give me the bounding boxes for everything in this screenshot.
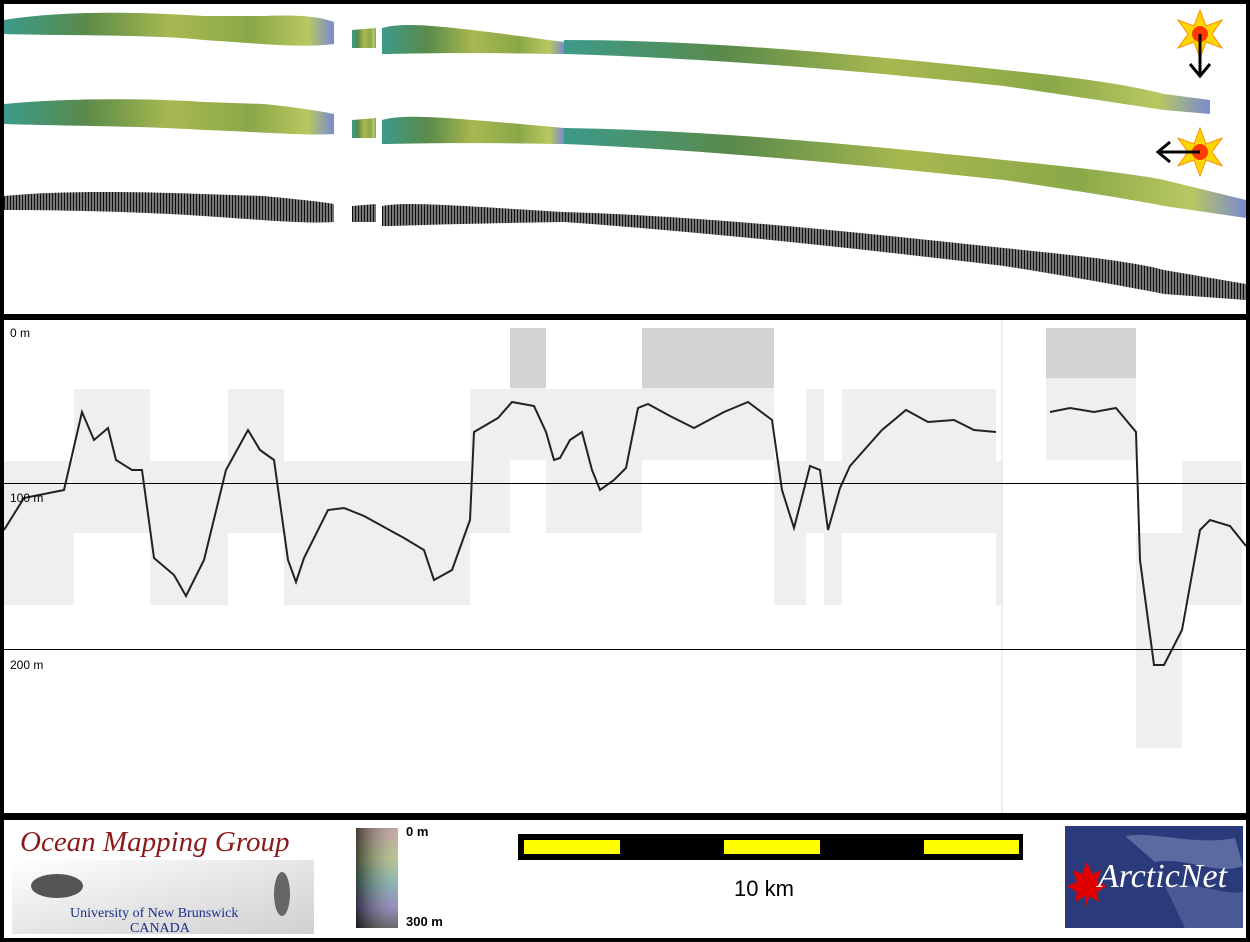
arcticnet-logo <box>1065 826 1243 928</box>
swath-strip-2 <box>4 99 1246 218</box>
omg-subtitle-university: University of New Brunswick <box>70 906 239 921</box>
arcticnet-logo-image <box>1065 826 1243 928</box>
depth-gridline-200 <box>4 649 1246 650</box>
scale-bar-segment <box>724 840 820 854</box>
arcticnet-logo-text: ArcticNet <box>1098 858 1228 895</box>
depth-gridline-100 <box>4 483 1246 484</box>
footer-panel: Ocean Mapping Group University of New Br… <box>4 820 1246 938</box>
swath-strip-1 <box>4 12 1210 114</box>
maple-leaf-icon <box>1067 862 1107 908</box>
profile-window-blocks <box>4 328 1242 748</box>
swath-strips-svg <box>4 8 1246 300</box>
profile-svg <box>4 320 1246 813</box>
depth-label-100: 100 m <box>10 491 44 505</box>
scale-bar-label: 10 km <box>734 876 794 901</box>
colorbar-bottom-label: 300 m <box>406 914 443 929</box>
subbottom-profile-panel: 0 m 100 m 200 m <box>4 320 1246 813</box>
water-column-noise <box>510 328 1136 388</box>
swath-strips-panel <box>4 4 1246 314</box>
depth-label-200: 200 m <box>10 658 44 672</box>
colorbar-top-label: 0 m <box>406 824 429 839</box>
omg-logo: Ocean Mapping Group University of New Br… <box>12 824 314 936</box>
depth-label-0: 0 m <box>10 326 31 340</box>
scale-bar-segment <box>524 840 620 854</box>
swath-strip-3-backscatter <box>4 192 1246 300</box>
scale-bar-segment <box>924 840 1019 854</box>
arrow-down-icon <box>1188 34 1212 79</box>
arrow-left-icon <box>1155 140 1200 164</box>
omg-title: Ocean Mapping Group <box>20 826 290 858</box>
seafloor-reflector-2 <box>1049 406 1246 666</box>
depth-colorbar <box>356 828 398 928</box>
seafloor-reflector <box>4 400 997 599</box>
scale-bar <box>518 834 1023 860</box>
omg-logo-image <box>12 860 314 934</box>
omg-subtitle-country: CANADA <box>130 921 190 936</box>
